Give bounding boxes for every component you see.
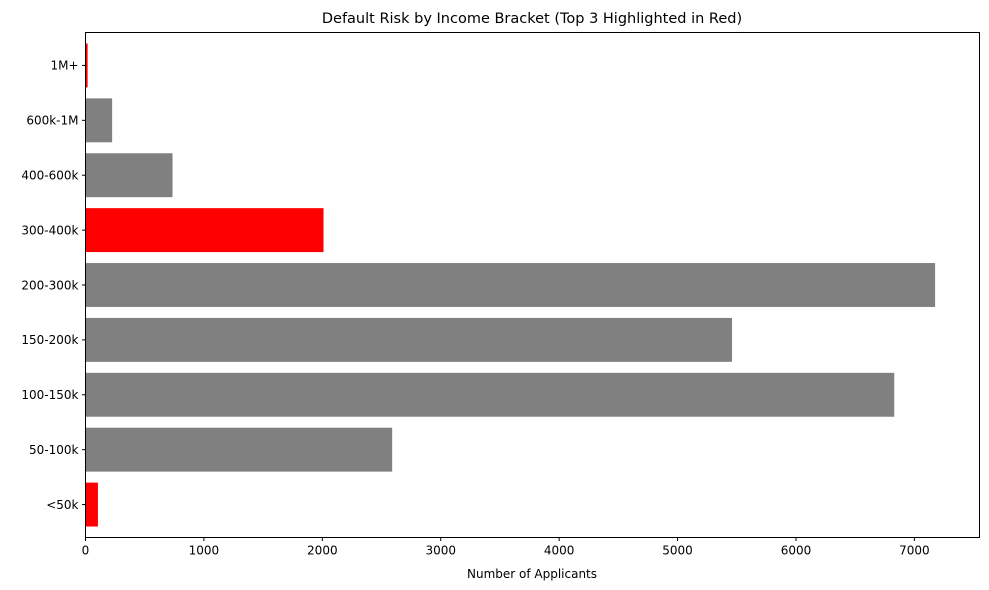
x-tick-label: 0 [82, 544, 90, 558]
y-tick-label: 300-400k [21, 223, 78, 237]
bar-100-150k [85, 372, 895, 417]
y-tick-label: 400-600k [21, 169, 78, 183]
chart-title: Default Risk by Income Bracket (Top 3 Hi… [322, 11, 742, 27]
y-tick-label: 50-100k [29, 443, 79, 457]
bar-400-600k [85, 153, 173, 198]
y-tick-label: 150-200k [21, 333, 78, 347]
x-tick-label: 4000 [544, 544, 575, 558]
y-tick-label: <50k [46, 498, 78, 512]
bar-50-100k [85, 427, 393, 472]
ticks-layer: <50k 50-100k 100-150k 150-200k 200-300k 300-4… [21, 59, 929, 558]
bars-layer [85, 43, 936, 527]
x-tick-label: 3000 [425, 544, 456, 558]
bar-600k-1m [85, 98, 113, 143]
bar-150-200k [85, 317, 733, 362]
x-tick-label: 2000 [307, 544, 338, 558]
bar-50k [85, 482, 98, 527]
x-tick-label: 1000 [189, 544, 220, 558]
x-tick-label: 7000 [899, 544, 930, 558]
y-tick-label: 600k-1M [26, 114, 78, 128]
x-tick-label: 6000 [781, 544, 812, 558]
x-axis-label: Number of Applicants [467, 567, 597, 581]
y-tick-label: 200-300k [21, 278, 78, 292]
y-tick-label: 1M+ [50, 59, 78, 73]
y-tick-label: 100-150k [21, 388, 78, 402]
plot-frame [85, 32, 980, 538]
bar-300-400k [85, 208, 324, 253]
bar-1m [85, 43, 88, 88]
bar-200-300k [85, 263, 936, 307]
x-tick-label: 5000 [662, 544, 693, 558]
